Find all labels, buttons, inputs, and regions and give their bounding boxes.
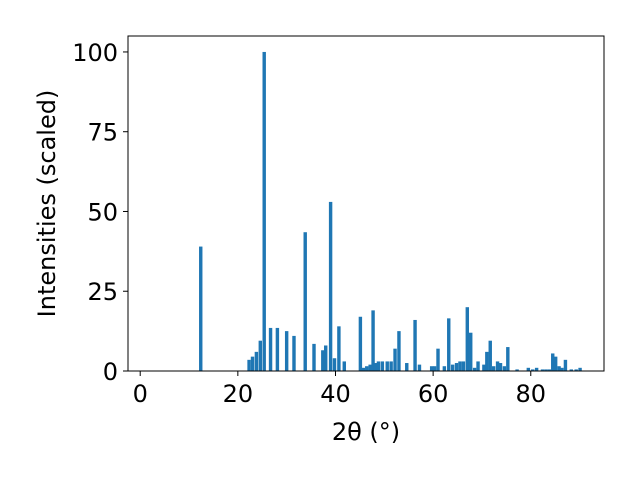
bar (534, 367, 539, 371)
bar (247, 359, 251, 371)
y-tick-label: 0 (103, 358, 118, 386)
bar (385, 361, 389, 371)
bar (373, 363, 378, 371)
bar (254, 351, 259, 371)
bar (250, 356, 255, 371)
bar (397, 331, 401, 371)
bar (268, 327, 273, 371)
x-tick-label: 80 (515, 380, 546, 408)
bar (544, 369, 548, 371)
bar (560, 367, 564, 371)
x-tick-label: 0 (133, 380, 148, 408)
bar (376, 361, 381, 371)
bar (495, 361, 500, 371)
bar (358, 316, 363, 371)
bar (262, 51, 266, 371)
bar (389, 361, 393, 371)
bar (454, 363, 459, 371)
bar (485, 351, 489, 371)
x-tick-label: 20 (223, 380, 254, 408)
bar (569, 369, 573, 371)
bar (540, 369, 545, 371)
bar (324, 345, 328, 371)
bar (275, 327, 280, 371)
bar (393, 348, 397, 371)
bar (447, 318, 451, 371)
y-axis-ticks: 0 25 50 75 100 (72, 39, 128, 386)
bar (465, 307, 470, 371)
bar (515, 369, 519, 371)
bar (526, 367, 531, 371)
bar (436, 348, 440, 371)
bar (472, 367, 477, 371)
plot-frame (127, 35, 605, 372)
bar (361, 367, 366, 371)
bar (458, 361, 462, 371)
bar (432, 366, 437, 371)
bar (332, 358, 337, 371)
x-tick-label: 40 (320, 380, 351, 408)
bar (498, 363, 503, 371)
bar (199, 246, 203, 371)
bar (405, 363, 409, 371)
bar (442, 366, 447, 371)
bar (482, 364, 486, 371)
bar (531, 369, 535, 371)
bars-group (199, 51, 582, 371)
bar (292, 335, 296, 371)
bar (342, 361, 346, 371)
bar (303, 232, 307, 371)
bar (488, 340, 492, 371)
bar (321, 350, 325, 371)
bar (371, 310, 375, 371)
bar (417, 364, 422, 371)
bar (476, 361, 480, 371)
bar (553, 356, 558, 371)
x-axis-label: 2θ (°) (332, 418, 400, 446)
bar (547, 369, 552, 371)
x-axis-ticks: 0 20 40 60 80 (133, 371, 546, 408)
y-tick-label: 75 (87, 119, 118, 147)
bar (491, 366, 496, 371)
bar (469, 332, 473, 371)
bar (578, 367, 582, 371)
bar (413, 319, 417, 371)
y-axis-label: Intensities (scaled) (33, 90, 61, 318)
bar (429, 366, 434, 371)
y-tick-label: 50 (87, 198, 118, 226)
x-tick-label: 60 (418, 380, 449, 408)
bar (551, 353, 555, 371)
bar (461, 361, 466, 371)
bar (574, 369, 578, 371)
y-tick-label: 25 (87, 278, 118, 306)
bar (337, 326, 341, 371)
bar (258, 340, 263, 371)
y-tick-label: 100 (72, 39, 118, 67)
bar (312, 343, 316, 371)
bar (328, 201, 333, 371)
bar (450, 364, 455, 371)
bar (284, 331, 289, 371)
bar (380, 361, 385, 371)
bar (368, 364, 372, 371)
bar (502, 366, 507, 371)
bar (557, 366, 561, 371)
bar (365, 366, 369, 371)
bar (563, 359, 568, 371)
bar (506, 347, 510, 371)
